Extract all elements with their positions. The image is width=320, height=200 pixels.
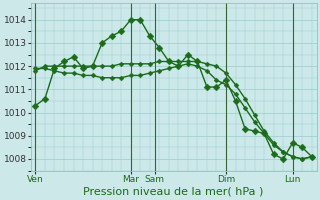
X-axis label: Pression niveau de la mer( hPa ): Pression niveau de la mer( hPa ) [84, 187, 264, 197]
